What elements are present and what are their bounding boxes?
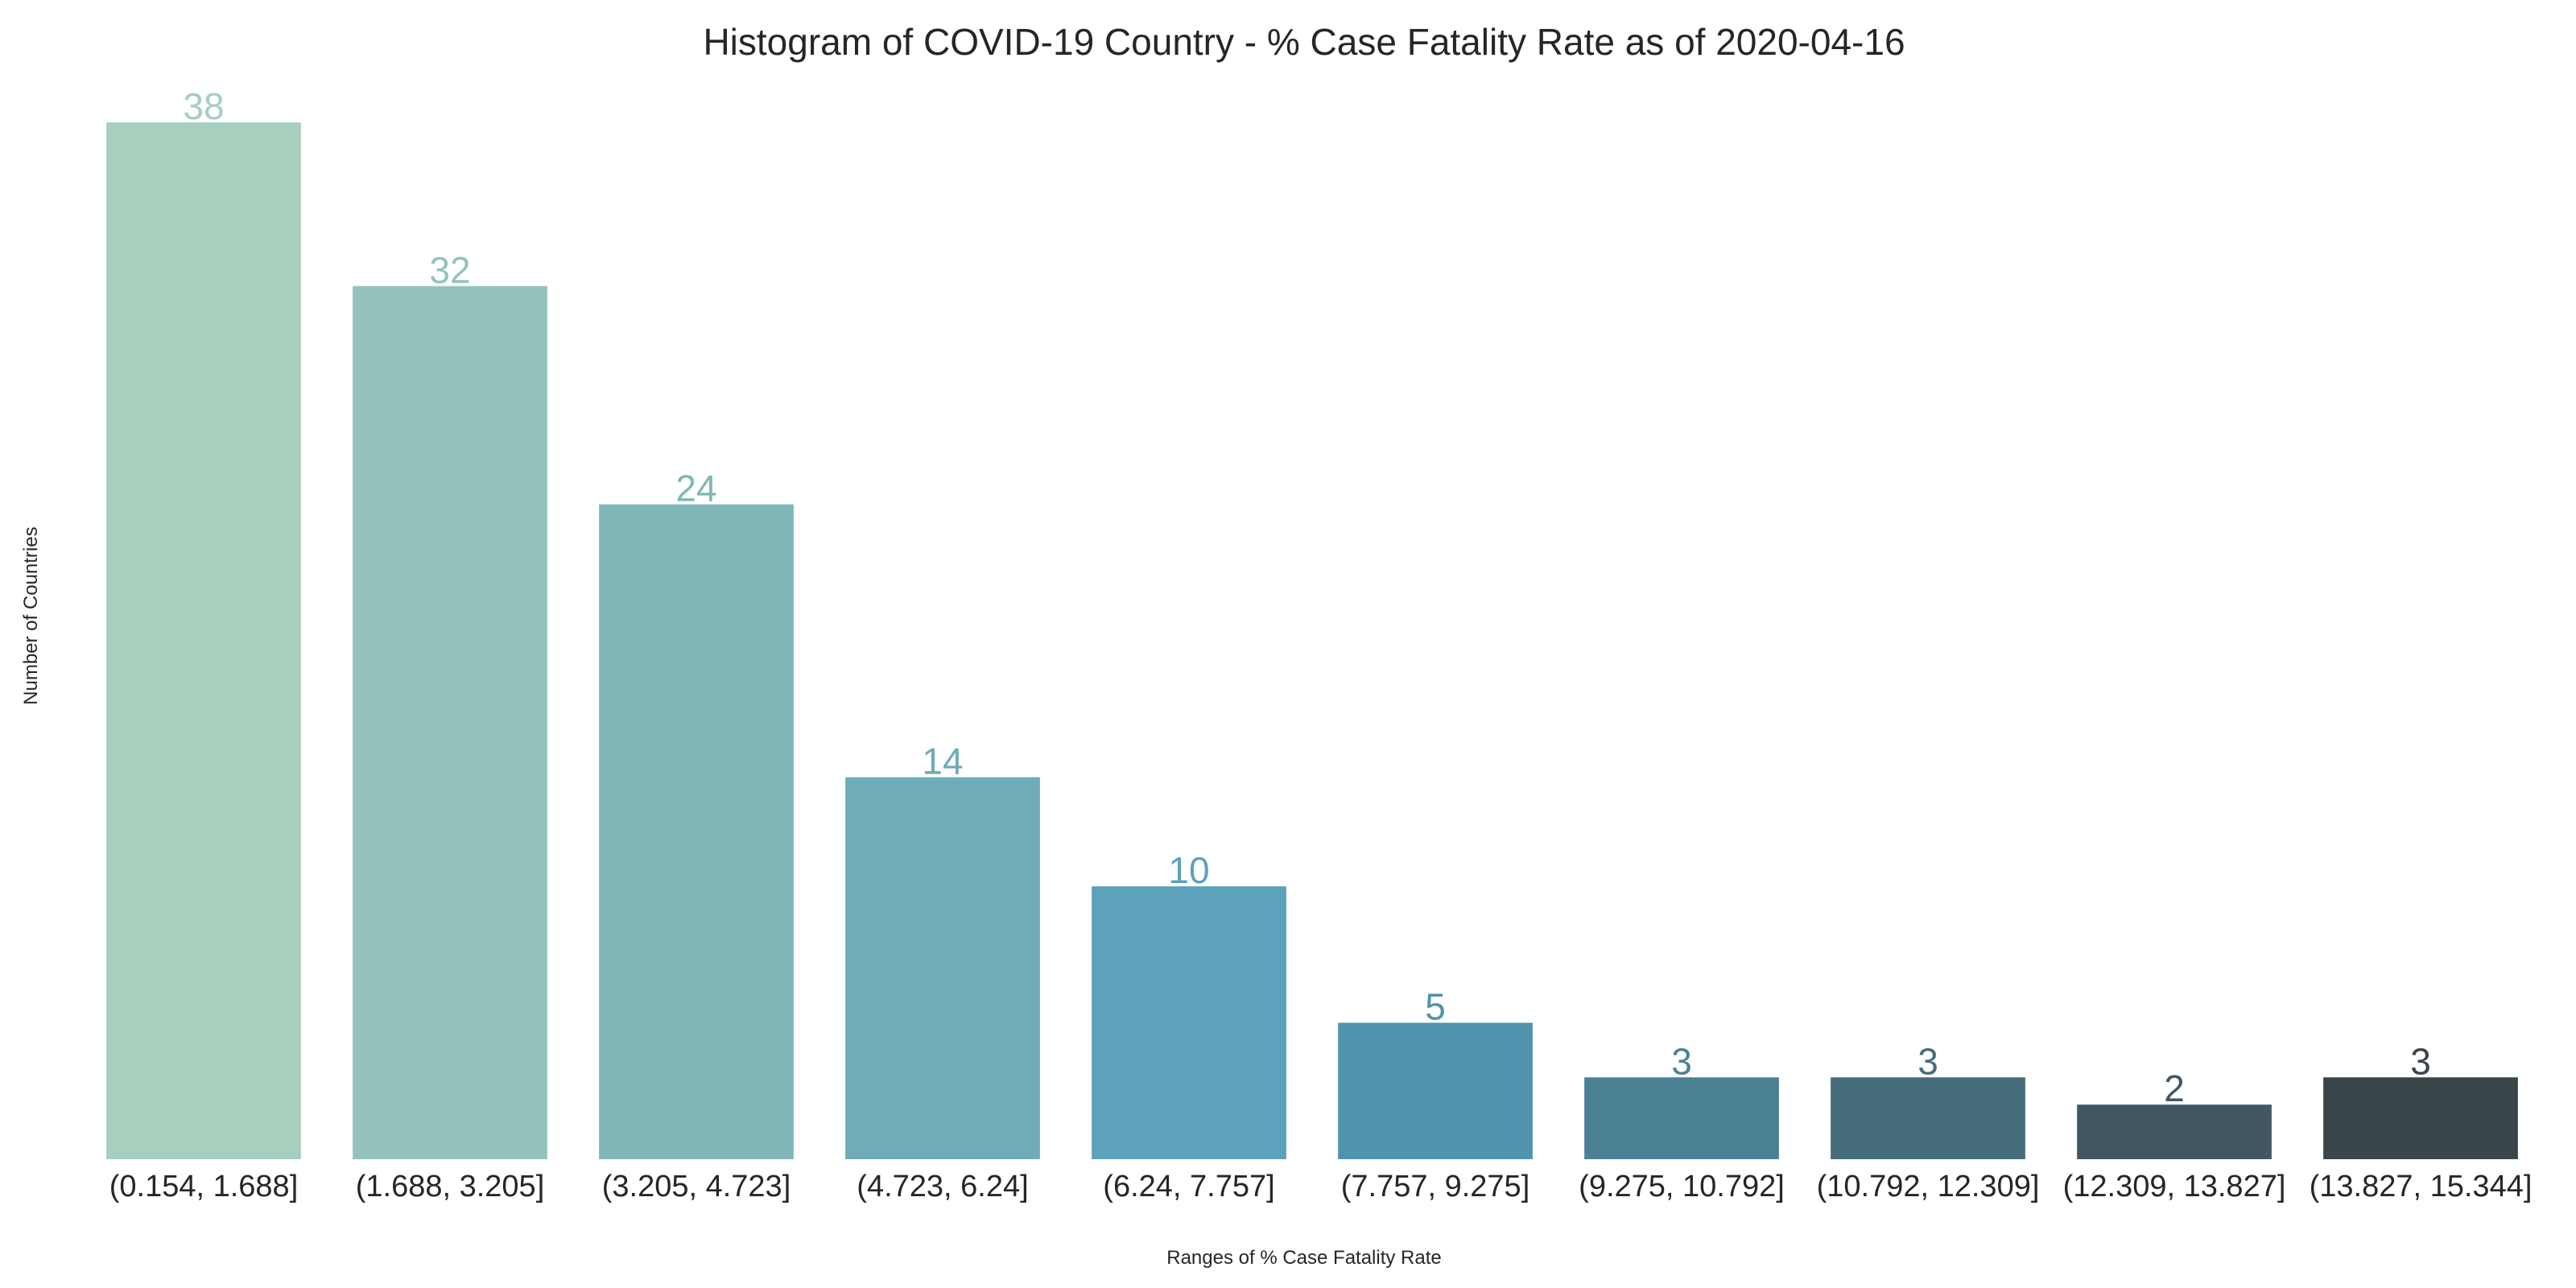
bar-value-label: 10 bbox=[1168, 849, 1209, 891]
x-tick-label: (13.827, 15.344] bbox=[2310, 1170, 2533, 1203]
x-tick-label: (3.205, 4.723] bbox=[602, 1170, 791, 1203]
bar-value-label: 3 bbox=[1671, 1040, 1692, 1082]
bars-group bbox=[106, 122, 2518, 1159]
x-tick-label: (6.24, 7.757] bbox=[1103, 1170, 1274, 1203]
x-tick-label: (9.275, 10.792] bbox=[1579, 1170, 1785, 1203]
bar-value-label: 3 bbox=[2410, 1040, 2431, 1082]
x-tick-label: (1.688, 3.205] bbox=[356, 1170, 545, 1203]
bar bbox=[1092, 886, 1286, 1159]
bar bbox=[1831, 1077, 2025, 1159]
bar-value-label: 24 bbox=[675, 468, 716, 510]
bar-value-label: 38 bbox=[183, 85, 224, 127]
bar bbox=[599, 504, 794, 1159]
y-axis-label: Number of Countries bbox=[20, 526, 42, 704]
x-axis-label: Ranges of % Case Fatality Rate bbox=[1166, 1247, 1442, 1269]
bar-value-label: 3 bbox=[1918, 1040, 1938, 1082]
bar bbox=[845, 777, 1040, 1159]
x-tick-label: (10.792, 12.309] bbox=[1817, 1170, 2040, 1203]
bar-value-label: 2 bbox=[2164, 1067, 2185, 1109]
bar bbox=[1584, 1077, 1779, 1159]
bar bbox=[2077, 1104, 2272, 1159]
x-tick-label: (12.309, 13.827] bbox=[2063, 1170, 2286, 1203]
bar bbox=[353, 286, 547, 1159]
bar bbox=[106, 122, 301, 1159]
bar bbox=[2323, 1077, 2518, 1159]
bar-value-label: 32 bbox=[429, 249, 470, 291]
bar bbox=[1338, 1022, 1533, 1159]
x-tick-labels-group: (0.154, 1.688] (1.688, 3.205] (3.205, 4.72… bbox=[109, 1170, 2533, 1203]
x-tick-label: (0.154, 1.688] bbox=[109, 1170, 299, 1203]
chart-title: Histogram of COVID-19 Country - % Case F… bbox=[703, 21, 1905, 63]
x-tick-label: (7.757, 9.275] bbox=[1341, 1170, 1530, 1203]
x-tick-label: (4.723, 6.24] bbox=[857, 1170, 1028, 1203]
bar-value-label: 14 bbox=[922, 740, 963, 782]
bar-value-label: 5 bbox=[1425, 986, 1446, 1028]
